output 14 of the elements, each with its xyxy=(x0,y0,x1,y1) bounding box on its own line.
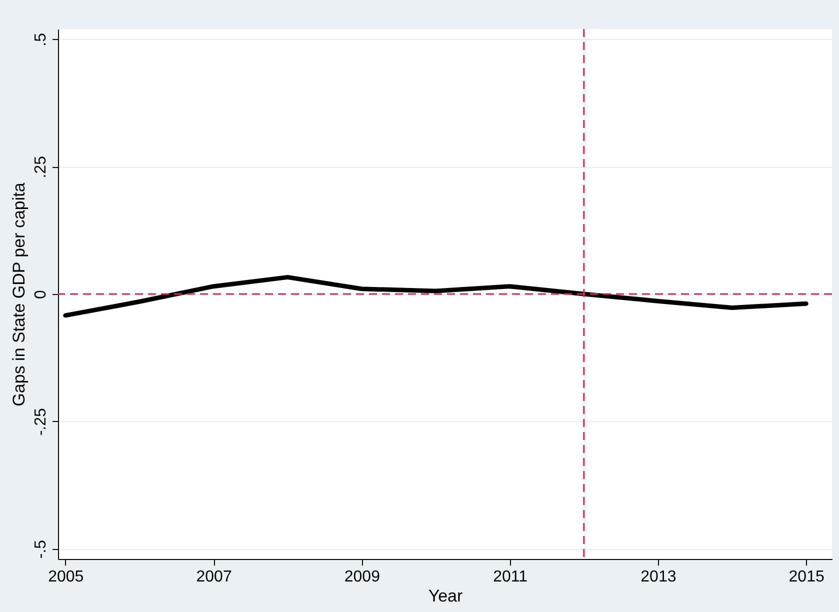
y-tick-label: -.25 xyxy=(32,408,50,436)
y-tick-label: .25 xyxy=(32,156,50,178)
y-tick-label: -.5 xyxy=(32,540,50,559)
y-tick-label: .5 xyxy=(32,32,50,46)
y-tick-label: 0 xyxy=(32,290,50,299)
x-tick-label: 2009 xyxy=(344,568,380,586)
y-axis-title: Gaps in State GDP per capita xyxy=(10,182,28,406)
x-tick-label: 2013 xyxy=(640,568,676,586)
line-series xyxy=(63,274,808,318)
x-tick-label: 2015 xyxy=(788,568,824,586)
x-axis-title: Year xyxy=(428,586,464,606)
x-tick-label: 2007 xyxy=(196,568,232,586)
x-tick-label: 2005 xyxy=(48,568,84,586)
x-tick-label: 2011 xyxy=(493,568,528,586)
